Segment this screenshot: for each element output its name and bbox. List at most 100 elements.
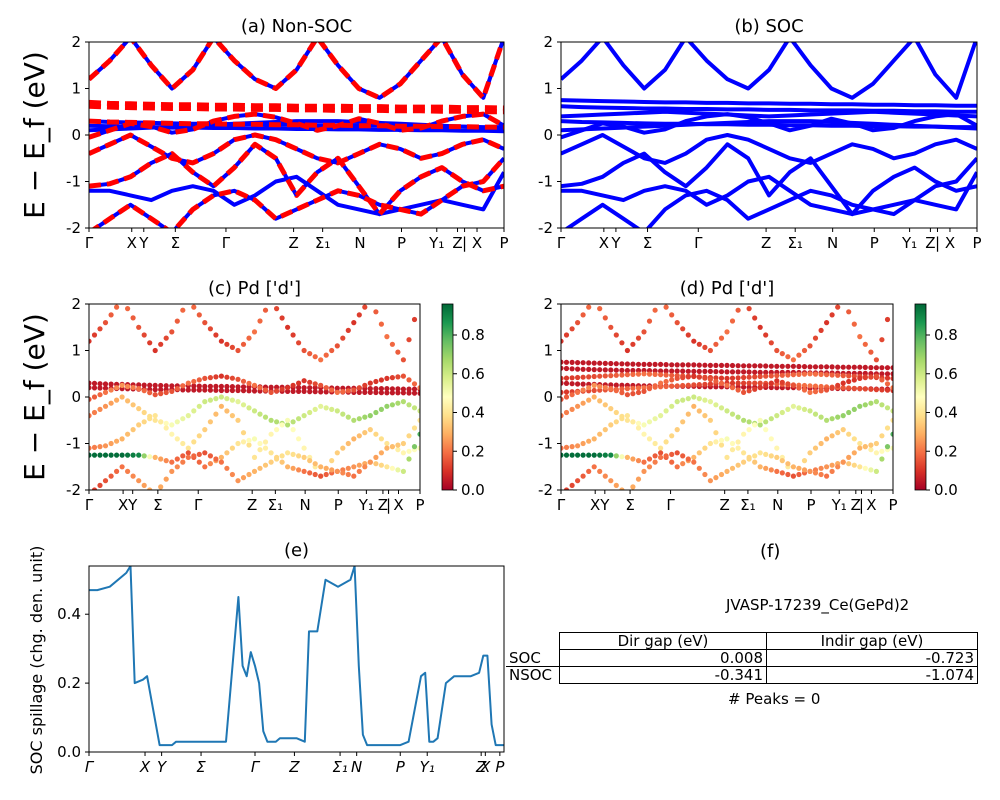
projected-band-point: [395, 467, 401, 473]
non-soc-band-line: [89, 141, 504, 217]
projected-band-point: [729, 369, 736, 375]
colorbar-tick-label: 0.4: [934, 404, 958, 422]
projected-band-point: [873, 399, 880, 405]
projected-band-point: [669, 433, 675, 439]
y-axis-label: E − E_f (eV): [18, 51, 51, 219]
projected-band-point: [824, 464, 830, 470]
projected-band-point: [613, 388, 619, 394]
projected-band-point: [812, 383, 819, 389]
projected-band-point: [829, 372, 835, 378]
projected-band-point: [608, 422, 614, 428]
projected-band-point: [702, 397, 708, 403]
projected-band-point: [218, 338, 224, 344]
projected-band-point: [879, 371, 885, 377]
projected-band-point: [224, 387, 230, 394]
projected-band-point: [235, 478, 241, 484]
projected-band-point: [768, 384, 774, 391]
projected-band-point: [624, 454, 631, 460]
projected-band-point: [125, 452, 131, 458]
projected-band-point: [685, 456, 691, 462]
projected-band-point: [367, 386, 373, 392]
y-tick-label: 0: [543, 388, 553, 406]
projected-band-point: [296, 453, 302, 459]
projected-band-point: [652, 383, 658, 389]
row-label: NSOC: [506, 666, 560, 684]
projected-band-point: [857, 464, 863, 470]
projected-band-point: [735, 375, 741, 381]
projected-band-point: [868, 386, 874, 392]
projected-band-point: [597, 398, 603, 404]
projected-band-point: [702, 445, 708, 451]
projected-band-point: [301, 454, 307, 460]
projected-band-point: [290, 332, 296, 338]
projected-band-point: [774, 445, 780, 451]
projected-band-point: [367, 413, 373, 419]
projected-band-point: [774, 378, 780, 384]
projected-band-point: [646, 386, 653, 392]
projected-band-point: [130, 402, 136, 408]
projected-band-point: [268, 450, 274, 456]
projected-band-point: [851, 406, 857, 412]
projected-band-point: [119, 464, 125, 470]
projected-band-point: [240, 388, 247, 394]
projected-band-point: [196, 312, 202, 318]
projected-band-point: [119, 452, 125, 458]
projected-band-point: [718, 369, 725, 375]
projected-band-point: [613, 382, 619, 388]
projected-band-point: [796, 363, 802, 370]
projected-band-point: [597, 452, 603, 458]
projected-band-point: [846, 364, 852, 370]
projected-band-point: [318, 389, 324, 395]
projected-band-point: [340, 411, 346, 417]
projected-band-point: [729, 385, 736, 391]
projected-band-point: [367, 427, 373, 433]
projected-band-point: [307, 389, 313, 395]
projected-band-point: [89, 385, 92, 391]
projected-band-point: [174, 386, 180, 392]
projected-band-point: [846, 385, 852, 391]
projected-band-point: [868, 400, 874, 406]
x-tick-label: Σ₁: [332, 758, 348, 776]
x-tick-label: Z: [378, 496, 388, 514]
projected-band-point: [586, 304, 592, 310]
projected-band-point: [108, 400, 114, 406]
projected-band-point: [329, 406, 335, 412]
projected-band-point: [185, 387, 191, 393]
projected-band-point: [790, 372, 797, 378]
projected-band-point: [663, 368, 669, 374]
projected-band-point: [602, 315, 608, 321]
projected-band-point: [879, 456, 885, 462]
projected-band-point: [202, 464, 208, 470]
projected-band-point: [307, 470, 313, 476]
projected-band-point: [158, 456, 164, 462]
col-dir-gap: Dir gap (eV): [559, 632, 767, 650]
projected-band-point: [384, 390, 390, 396]
projected-band-point: [746, 427, 752, 433]
projected-band-point: [563, 332, 570, 338]
projected-band-point: [807, 364, 813, 370]
projected-band-point: [613, 361, 619, 367]
x-tick-label: Σ₁: [787, 234, 803, 252]
projected-band-point: [158, 419, 164, 425]
projected-band-point: [91, 444, 98, 450]
projected-band-point: [779, 372, 785, 378]
projected-band-point: [619, 416, 625, 422]
x-tick-label: Y₁: [420, 758, 435, 776]
projected-band-point: [356, 416, 362, 422]
x-tick-label: Σ: [153, 496, 162, 514]
projected-band-point: [586, 385, 592, 391]
panel-title: (a) Non-SOC: [241, 16, 352, 37]
plot-area: [561, 304, 893, 490]
colorbar: 0.0 0.2 0.4 0.6 0.8: [914, 303, 958, 499]
projected-band-point: [312, 385, 318, 391]
projected-band-point: [395, 386, 401, 392]
projected-band-point: [218, 383, 224, 389]
projected-band-point: [624, 417, 631, 423]
projected-band-point: [591, 373, 597, 380]
projected-band-point: [351, 417, 357, 423]
projected-band-point: [591, 382, 597, 388]
projected-band-point: [741, 431, 747, 437]
projected-band-point: [851, 436, 857, 442]
projected-band-point: [102, 389, 109, 395]
projected-band-point: [262, 445, 269, 451]
